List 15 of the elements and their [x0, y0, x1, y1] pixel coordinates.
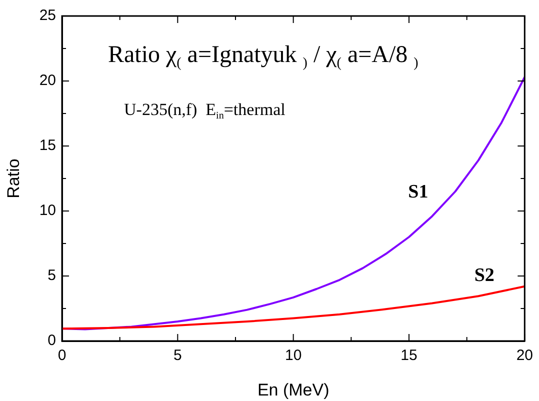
y-tick-label: 0 [48, 332, 56, 350]
x-tick-label: 20 [516, 347, 533, 364]
y-tick-label: 10 [39, 202, 56, 220]
x-axis-title: En (MeV) [257, 380, 330, 400]
x-tick-label: 5 [173, 347, 182, 364]
annotation: Ratio χ( a=Ignatyuk ) / χ( a=A/8 ) [108, 42, 419, 71]
y-tick-label: 5 [48, 267, 56, 284]
x-tick-label: 10 [284, 347, 302, 364]
y-tick-label: 25 [39, 7, 56, 24]
x-tick-label: 15 [400, 347, 418, 364]
y-axis-title: Ratio [4, 158, 23, 198]
y-tick-label: 20 [39, 72, 56, 90]
series-label: S2 [474, 265, 494, 286]
y-tick-label: 15 [39, 137, 56, 154]
series-label: S1 [408, 182, 428, 202]
